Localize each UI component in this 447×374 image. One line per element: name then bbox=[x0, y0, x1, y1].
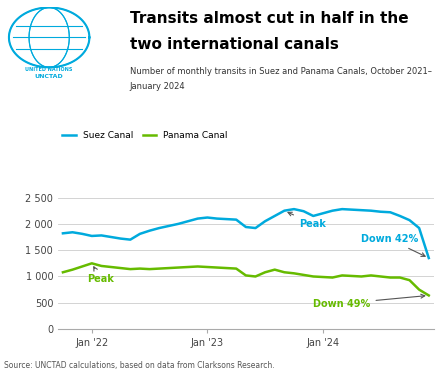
Text: UNCTAD: UNCTAD bbox=[35, 74, 63, 79]
Text: Peak: Peak bbox=[288, 212, 326, 229]
Text: UNITED NATIONS: UNITED NATIONS bbox=[25, 67, 73, 72]
Text: January 2024: January 2024 bbox=[130, 82, 185, 91]
Text: Peak: Peak bbox=[87, 267, 114, 284]
Text: two international canals: two international canals bbox=[130, 37, 338, 52]
Text: Source: UNCTAD calculations, based on data from Clarksons Research.: Source: UNCTAD calculations, based on da… bbox=[4, 361, 275, 370]
Text: Down 49%: Down 49% bbox=[313, 294, 425, 309]
Text: Number of monthly transits in Suez and Panama Canals, October 2021–: Number of monthly transits in Suez and P… bbox=[130, 67, 432, 76]
Text: Transits almost cut in half in the: Transits almost cut in half in the bbox=[130, 11, 408, 26]
Text: Down 42%: Down 42% bbox=[361, 234, 425, 256]
Legend: Suez Canal, Panama Canal: Suez Canal, Panama Canal bbox=[59, 128, 232, 144]
